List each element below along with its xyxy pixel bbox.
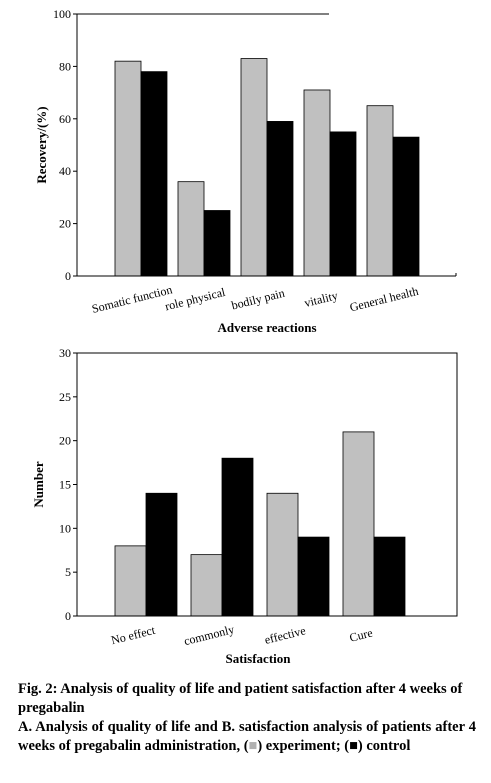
plot-frame [76,352,458,617]
y-tick-label: 60 [59,112,71,126]
caption-body-mid: ) experiment; ( [257,738,350,754]
bar-control [329,131,357,277]
bar-experiment [240,58,268,277]
experiment-legend-mark: ■ [248,738,258,754]
y-tick-label: 80 [59,59,71,73]
bar-experiment [177,181,205,277]
bars [114,431,406,617]
bar-experiment [303,89,331,277]
y-tick-label: 100 [53,7,71,21]
y-axis-label: Number [31,461,46,507]
bar-control [140,71,168,277]
y-tick-label: 20 [59,217,71,231]
figure-caption: Fig. 2: Analysis of quality of life and … [18,680,476,756]
y-tick-label: 5 [65,565,71,579]
bar-control [392,136,420,277]
x-category-labels: No effect commonly effective Cure [110,622,374,648]
bar-experiment [114,545,147,617]
x-category-label: No effect [110,623,157,648]
bar-control [297,536,330,617]
bar-experiment [342,431,375,617]
bar-experiment [266,492,299,617]
caption-body: A. Analysis of quality of life and B. sa… [18,718,476,756]
y-tick-label: 40 [59,164,71,178]
x-axis-label: Satisfaction [226,651,292,666]
x-category-label: Cure [348,626,374,645]
x-category-label: effective [263,623,307,647]
x-category-label: commonly [182,622,235,648]
y-tick-label: 10 [59,521,71,535]
control-legend-mark: ■ [349,738,358,754]
bar-control [266,121,294,277]
caption-title: Fig. 2: Analysis of quality of life and … [18,681,463,716]
y-tick-label: 25 [59,390,71,404]
chart-b-satisfaction: 0 5 10 15 20 25 30 No effect commonly effective C… [31,346,458,666]
x-category-label: role physical [163,285,227,314]
x-axis-label: Adverse reactions [217,320,316,335]
bar-control [221,457,254,617]
bar-experiment [114,60,142,277]
y-axis-label: Recovery/(%) [34,106,49,183]
y-axis-ticks: 0 5 10 15 20 25 30 [59,346,77,623]
bar-experiment [366,105,394,277]
bar-control [145,492,178,617]
caption-body-post: ) control [357,738,411,754]
x-category-label: vitality [303,288,339,310]
caption-body-pre: A. Analysis of quality of life and B. sa… [18,719,476,754]
bar-control [203,210,231,277]
y-tick-label: 30 [59,346,71,360]
x-category-label: General health [348,284,420,315]
x-category-label: bodily pain [230,286,286,313]
y-tick-label: 0 [65,269,71,283]
y-tick-label: 0 [65,609,71,623]
y-tick-label: 15 [59,478,71,492]
bar-control [373,536,406,617]
bar-experiment [190,554,223,617]
y-axis-ticks: 0 20 40 60 80 100 [53,7,77,283]
bars [114,58,420,277]
x-category-label: Somatic function [90,282,173,316]
y-tick-label: 20 [59,434,71,448]
